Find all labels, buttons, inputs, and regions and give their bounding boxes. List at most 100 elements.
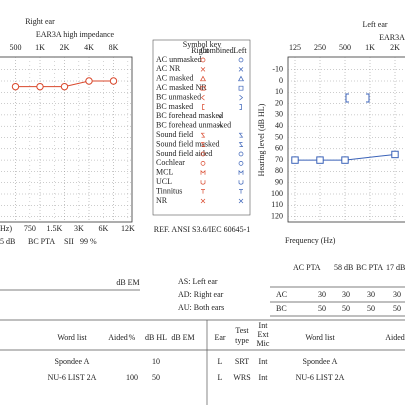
- key-row: AC masked: [156, 74, 194, 83]
- key-symbol: [202, 104, 205, 110]
- key-symbol: [200, 67, 206, 72]
- table-header: %: [129, 333, 136, 342]
- x-tick-label: 4K: [84, 43, 94, 52]
- key-row: Cochlear: [156, 158, 185, 167]
- ear-legend: AD: Right ear: [178, 290, 224, 299]
- word-list: Spondee A: [55, 357, 90, 366]
- db-hl: 10: [152, 357, 160, 366]
- key-symbol: [200, 180, 206, 185]
- bc-point: [345, 93, 349, 103]
- y-tick-label: 30: [275, 110, 283, 119]
- key-row: BC forehead unmasked: [156, 121, 231, 130]
- x-tick-label: 3K: [74, 224, 84, 233]
- key-symbol: [200, 161, 206, 166]
- table-header: Int: [259, 321, 269, 330]
- ac-point: [36, 82, 44, 91]
- test-type: SRT: [235, 357, 249, 366]
- key-symbol: [239, 104, 242, 110]
- reference: REF. ANSI S3.6/IEC 60645-1: [154, 225, 250, 234]
- x-tick-label: 1.5K: [46, 224, 62, 233]
- key-row: MCL: [156, 168, 173, 177]
- masking-value: 30: [318, 290, 326, 299]
- x-tick-label: 750: [24, 224, 36, 233]
- y-tick-label: 90: [275, 178, 283, 187]
- masking-value: 30: [367, 290, 375, 299]
- key-row: BC forehead masked: [156, 111, 223, 120]
- y-tick-label: 20: [275, 98, 283, 107]
- x-tick-label: 500: [10, 43, 22, 52]
- mic: Int: [259, 373, 269, 382]
- y-tick-label: 60: [275, 144, 283, 153]
- key-row: BC masked: [156, 102, 193, 111]
- y-tick-label: 0: [279, 76, 283, 85]
- masking-row-label: BC: [276, 304, 287, 313]
- right-ear-plot-frame: [0, 56, 133, 223]
- table-header: Test: [235, 326, 249, 335]
- key-row: NR: [156, 196, 168, 205]
- word-list: NU-6 LIST 2A: [296, 373, 345, 382]
- x-tick-label: 250: [314, 43, 326, 52]
- pta-label: BC PTA: [356, 263, 383, 272]
- key-column: Right: [191, 46, 210, 55]
- key-symbol: [200, 151, 206, 157]
- key-symbol: [200, 198, 206, 204]
- y-tick-label: 120: [271, 211, 283, 220]
- y-tick-label: 50: [275, 132, 283, 141]
- key-symbol: [200, 94, 205, 101]
- ac-point: [291, 156, 299, 164]
- masking-value: 50: [342, 304, 350, 313]
- key-symbol: [238, 151, 244, 157]
- y-axis-label: Hearing level (dB HL): [257, 103, 266, 176]
- pta-value: 5 dB: [0, 237, 15, 246]
- table-header: Aided: [385, 333, 405, 342]
- x-tick-label: 2K: [390, 43, 400, 52]
- pta-label: BC PTA: [28, 237, 55, 246]
- key-column: Left: [233, 46, 247, 55]
- y-tick-label: 10: [275, 87, 283, 96]
- key-row: BC unmasked: [156, 92, 201, 101]
- ac-point: [391, 150, 399, 159]
- transducer: EAR3A: [379, 33, 405, 42]
- x-axis-label: Hz): [0, 224, 12, 233]
- table-header: Mic: [257, 339, 270, 348]
- key-symbol: [238, 57, 244, 63]
- key-row: Sound field aided: [156, 149, 212, 158]
- ear: L: [218, 357, 223, 366]
- percent: 100: [126, 373, 138, 382]
- table-header: dB EM: [171, 333, 194, 342]
- ear-legend: AU: Both ears: [178, 303, 224, 312]
- x-tick-label: 2K: [60, 43, 70, 52]
- y-tick-label: 100: [271, 189, 283, 198]
- x-tick-label: 1K: [365, 43, 375, 52]
- word-list: NU-6 LIST 2A: [48, 373, 97, 382]
- key-symbol: [200, 142, 206, 147]
- word-list: Spondee A: [303, 357, 338, 366]
- key-row: Sound field: [156, 130, 193, 139]
- key-symbol: [200, 132, 206, 138]
- key-row: AC unmasked: [156, 55, 202, 64]
- x-tick-label: 1K: [35, 43, 45, 52]
- test-type: WRS: [233, 373, 250, 382]
- key-symbol: [201, 189, 205, 194]
- db-hl: 50: [152, 373, 160, 382]
- table-header: Ext: [257, 330, 269, 339]
- key-symbol: [239, 189, 243, 194]
- y-tick-label: 70: [275, 155, 283, 164]
- key-row: AC NR: [156, 64, 181, 73]
- key-row: Sound field masked: [156, 139, 220, 148]
- x-tick-label: 500: [339, 43, 351, 52]
- x-tick-label: 12K: [121, 224, 135, 233]
- x-tick-label: 6K: [98, 224, 108, 233]
- ac-point: [85, 77, 93, 85]
- sii-label: SII: [64, 237, 74, 246]
- x-tick-label: 8K: [109, 43, 119, 52]
- key-symbol: [200, 169, 206, 175]
- y-tick-label: 110: [271, 200, 283, 209]
- x-tick-label: 125: [289, 43, 301, 52]
- key-symbol: [238, 142, 244, 147]
- key-column: Combined: [200, 46, 233, 55]
- key-symbol: [217, 123, 223, 128]
- ac-point: [109, 77, 118, 85]
